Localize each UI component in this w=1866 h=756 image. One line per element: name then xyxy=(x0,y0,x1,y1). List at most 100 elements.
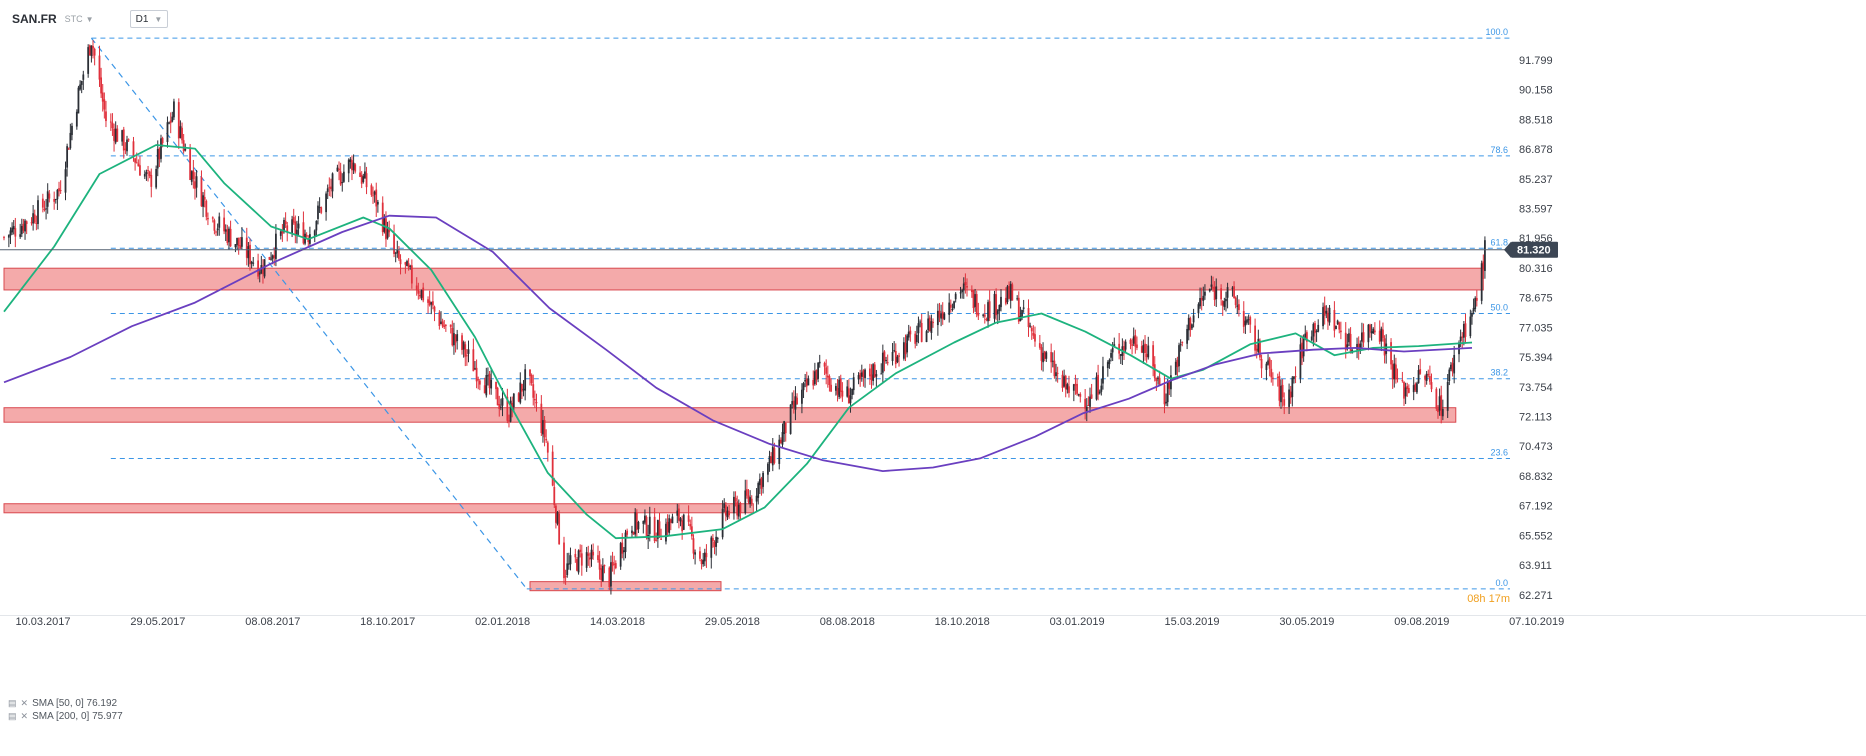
candle-532 xyxy=(1210,275,1213,291)
candle-516 xyxy=(1174,358,1177,376)
candle-398 xyxy=(906,333,909,358)
candle-245 xyxy=(558,510,561,545)
candle-203 xyxy=(464,341,467,367)
candle-428 xyxy=(974,288,976,312)
close-icon[interactable]: ✕ xyxy=(20,711,29,721)
candle-182 xyxy=(417,282,420,300)
y-tick-3: 86.878 xyxy=(1519,144,1553,156)
candle-527 xyxy=(1199,287,1201,309)
candle-297 xyxy=(678,504,680,529)
zone-3[interactable] xyxy=(529,581,722,592)
candle-115 xyxy=(263,259,266,279)
candle-312 xyxy=(711,534,714,548)
candle-300 xyxy=(682,513,685,531)
candle-415 xyxy=(943,312,946,321)
candle-648 xyxy=(1472,298,1475,315)
sma200-line[interactable] xyxy=(3,214,1473,472)
candle-357 xyxy=(813,362,816,386)
candle-12 xyxy=(32,204,35,231)
candle-316 xyxy=(721,500,724,540)
candle-486 xyxy=(1106,360,1109,377)
x-tick-0: 10.03.2017 xyxy=(15,616,70,628)
candle-540 xyxy=(1226,282,1229,309)
candle-209 xyxy=(477,376,480,390)
candle-91 xyxy=(211,216,214,223)
candle-137 xyxy=(315,220,318,237)
candle-39 xyxy=(92,40,94,59)
y-tick-9: 77.035 xyxy=(1519,322,1553,334)
candle-472 xyxy=(1074,374,1077,395)
candle-322 xyxy=(734,491,737,507)
candle-49 xyxy=(114,121,117,145)
candle-272 xyxy=(621,533,624,559)
candle-576 xyxy=(1310,330,1313,342)
candle-647 xyxy=(1471,310,1473,325)
candle-161 xyxy=(370,183,373,197)
candle-524 xyxy=(1191,323,1193,331)
candle-250 xyxy=(569,547,572,571)
y-tick-8: 78.675 xyxy=(1519,293,1553,305)
x-tick-4: 02.01.2018 xyxy=(475,616,530,628)
candle-347 xyxy=(791,392,794,409)
candle-534 xyxy=(1213,281,1216,307)
candle-156 xyxy=(359,166,361,178)
candle-9 xyxy=(24,218,26,240)
close-icon[interactable]: ✕ xyxy=(20,698,29,708)
candle-419 xyxy=(953,300,955,310)
candle-538 xyxy=(1223,297,1226,311)
candle-334 xyxy=(760,476,763,496)
candle-252 xyxy=(576,557,578,572)
candle-640 xyxy=(1453,346,1456,384)
settings-icon[interactable]: ▤ xyxy=(8,698,17,708)
candle-405 xyxy=(920,313,923,343)
zone-0[interactable] xyxy=(3,267,1484,291)
candle-110 xyxy=(252,257,255,267)
candle-351 xyxy=(801,383,803,414)
zone-1[interactable] xyxy=(3,407,1457,423)
zone-2[interactable] xyxy=(3,503,754,514)
candle-382 xyxy=(870,364,873,389)
candle-636 xyxy=(1446,373,1449,418)
y-tick-2: 88.518 xyxy=(1519,114,1553,126)
sma50-line[interactable] xyxy=(3,144,1473,540)
candle-210 xyxy=(478,379,481,391)
candle-547 xyxy=(1244,316,1247,334)
candle-390 xyxy=(886,354,889,366)
candle-350 xyxy=(796,393,798,405)
candle-408 xyxy=(928,315,931,332)
candle-145 xyxy=(331,172,334,199)
candle-559 xyxy=(1270,359,1273,383)
candle-346 xyxy=(789,404,792,435)
candle-433 xyxy=(985,317,988,322)
candle-227 xyxy=(519,372,522,405)
candle-217 xyxy=(496,386,499,406)
candle-79 xyxy=(182,133,185,154)
candle-247 xyxy=(564,569,567,585)
legend-sma50: ▤ ✕ SMA [50, 0] 76.192 xyxy=(8,697,123,710)
trendline[interactable] xyxy=(90,37,528,590)
data-source[interactable]: STC ▼ xyxy=(65,14,94,24)
candle-222 xyxy=(508,414,510,428)
x-tick-12: 09.08.2019 xyxy=(1394,616,1449,628)
candle-122 xyxy=(281,223,284,242)
candle-435 xyxy=(988,290,991,322)
candle-639 xyxy=(1451,357,1454,377)
candle-444 xyxy=(1009,281,1012,309)
candle-117 xyxy=(270,252,272,261)
candle-143 xyxy=(328,177,331,197)
settings-icon[interactable]: ▤ xyxy=(8,711,17,721)
candle-581 xyxy=(1322,302,1324,330)
candle-248 xyxy=(566,552,569,578)
candle-391 xyxy=(891,342,894,366)
candle-53 xyxy=(124,142,127,155)
candle-437 xyxy=(995,288,998,321)
candle-343 xyxy=(781,423,784,449)
candle-364 xyxy=(828,374,831,392)
timeframe-select[interactable]: D1 ▼ xyxy=(129,10,169,28)
candle-610 xyxy=(1385,334,1388,364)
candle-212 xyxy=(485,367,488,398)
x-tick-13: 07.10.2019 xyxy=(1509,616,1564,628)
candle-353 xyxy=(804,373,807,388)
instrument-symbol[interactable]: SAN.FR xyxy=(12,12,57,26)
